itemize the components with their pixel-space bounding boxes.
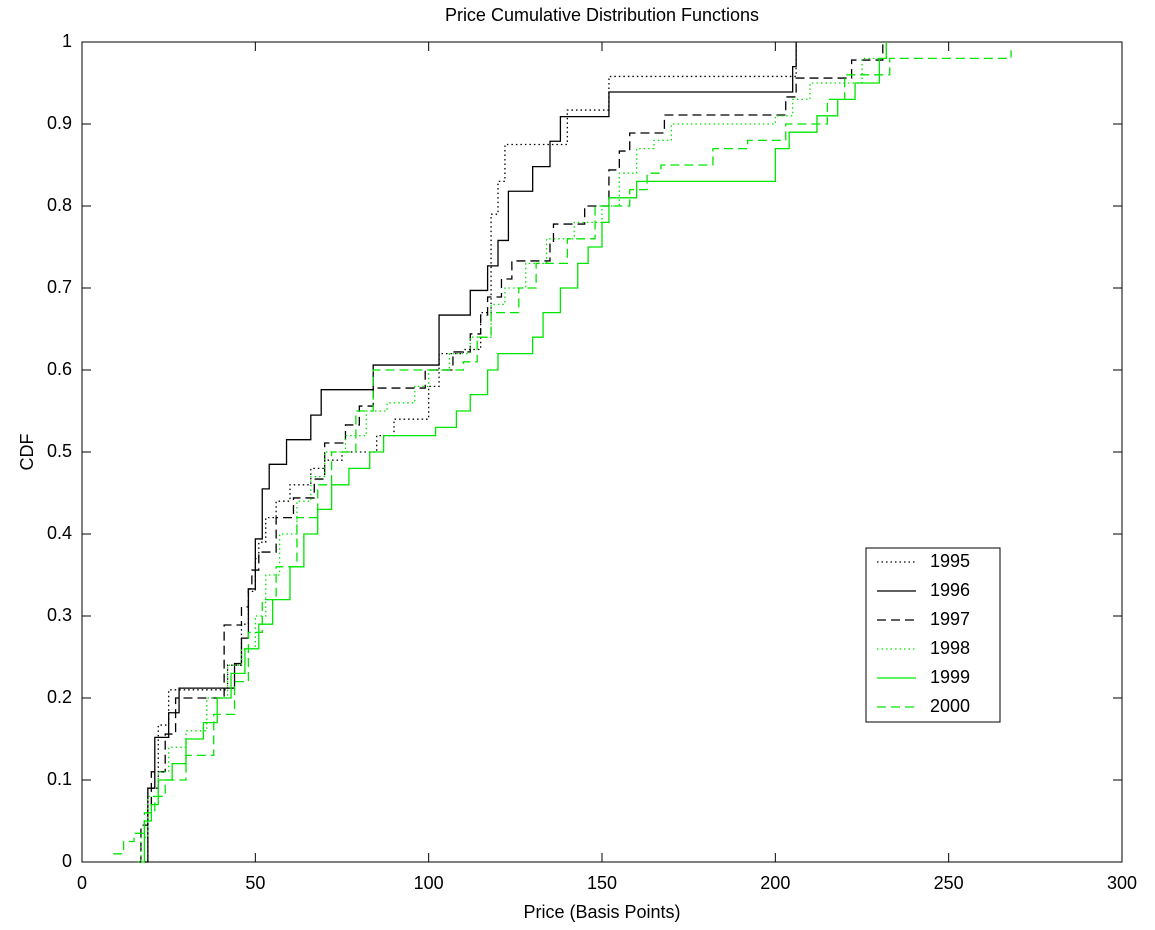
- y-axis-label: CDF: [17, 434, 37, 471]
- plot-frame: [81, 41, 1123, 863]
- legend-label: 1995: [930, 551, 970, 571]
- cdf-line: [144, 42, 797, 863]
- x-tick-label: 100: [414, 873, 444, 893]
- chart-title: Price Cumulative Distribution Functions: [445, 5, 759, 25]
- x-tick-label: 200: [760, 873, 790, 893]
- cdf-line: [137, 42, 887, 863]
- y-tick-label: 0.4: [47, 523, 72, 543]
- cdf-line: [144, 42, 797, 863]
- cdf-line: [140, 42, 887, 863]
- x-tick-label: 150: [587, 873, 617, 893]
- y-tick-label: 0.9: [47, 113, 72, 133]
- legend-box: [865, 547, 1001, 723]
- x-tick-label: 300: [1107, 873, 1137, 893]
- cdf-line: [137, 42, 884, 863]
- y-tick-label: 1: [62, 31, 72, 51]
- legend-label: 1998: [930, 638, 970, 658]
- y-tick-label: 0.6: [47, 359, 72, 379]
- y-tick-label: 0.5: [47, 441, 72, 461]
- cdf-line: [113, 50, 1012, 855]
- legend-label: 1997: [930, 609, 970, 629]
- legend-label: 1996: [930, 580, 970, 600]
- y-tick-label: 0.8: [47, 195, 72, 215]
- y-tick-label: 0.1: [47, 769, 72, 789]
- legend-label: 2000: [930, 696, 970, 716]
- y-tick-label: 0.3: [47, 605, 72, 625]
- y-tick-label: 0: [62, 851, 72, 871]
- y-tick-label: 0.2: [47, 687, 72, 707]
- y-tick-label: 0.7: [47, 277, 72, 297]
- legend-label: 1999: [930, 667, 970, 687]
- x-tick-label: 50: [245, 873, 265, 893]
- x-tick-label: 0: [77, 873, 87, 893]
- x-tick-label: 250: [934, 873, 964, 893]
- x-axis-label: Price (Basis Points): [523, 902, 680, 922]
